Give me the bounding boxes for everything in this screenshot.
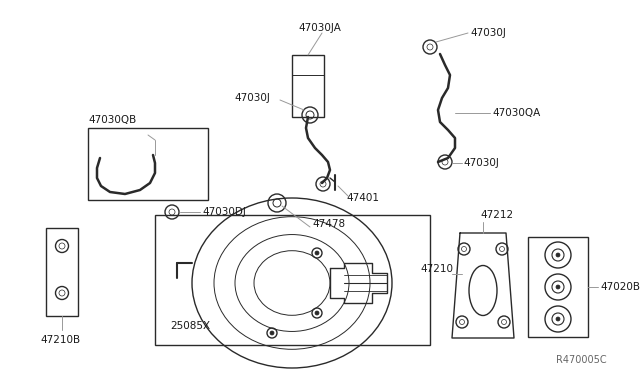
- Text: 47212: 47212: [480, 210, 513, 220]
- Text: 47401: 47401: [346, 193, 379, 203]
- Text: 47030J: 47030J: [234, 93, 270, 103]
- Text: 47030QA: 47030QA: [492, 108, 540, 118]
- Circle shape: [270, 331, 274, 335]
- Text: 47478: 47478: [312, 219, 345, 229]
- Bar: [155, 215, 430, 345]
- Text: 25085X: 25085X: [170, 321, 210, 331]
- Text: 47210: 47210: [420, 264, 453, 274]
- Circle shape: [556, 317, 560, 321]
- Text: 47030J: 47030J: [470, 28, 506, 38]
- Circle shape: [315, 251, 319, 255]
- Text: 47210B: 47210B: [40, 335, 80, 345]
- Text: R470005C: R470005C: [556, 355, 607, 365]
- Bar: [528, 237, 588, 337]
- Text: 47030DJ: 47030DJ: [202, 207, 246, 217]
- Bar: [46, 228, 78, 316]
- Circle shape: [556, 253, 560, 257]
- Text: 47030QB: 47030QB: [88, 115, 136, 125]
- Text: 47020BA: 47020BA: [600, 282, 640, 292]
- Circle shape: [315, 311, 319, 315]
- Bar: [88, 128, 208, 200]
- Text: 47030J: 47030J: [463, 158, 499, 168]
- Text: 47030JA: 47030JA: [298, 23, 341, 33]
- Bar: [292, 55, 324, 117]
- Circle shape: [556, 285, 560, 289]
